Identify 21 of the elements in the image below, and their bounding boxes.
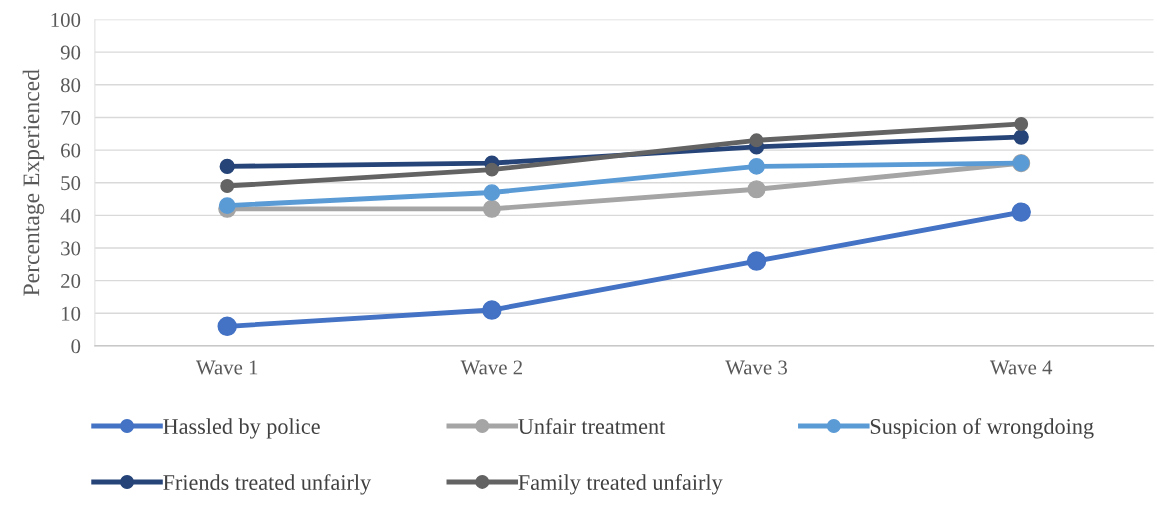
y-tick-label: 100 [51,12,81,27]
legend-label: Suspicion of wrongdoing [870,418,1094,439]
y-tick-label: 70 [61,110,81,125]
x-tick-label: Wave 1 [195,360,258,375]
legend-label: Hassled by police [163,418,320,439]
x-tick-label: Wave 4 [989,360,1053,375]
legend-label: Family treated unfairly [518,474,723,495]
y-tick-label: 80 [60,78,81,93]
legend-label: Friends treated unfairly [163,474,372,495]
y-tick-label: 10 [61,306,81,321]
y-axis-title: Percentage Experienced [22,69,45,296]
legend-label: Unfair treatment [518,418,666,435]
x-tick-label: Wave 3 [725,360,787,375]
y-tick-label: 30 [61,241,81,256]
y-tick-label: 20 [61,274,81,289]
x-tick-label: Wave 2 [460,360,522,375]
y-tick-label: 40 [60,208,81,223]
y-tick-label: 50 [61,176,81,191]
y-tick-label: 90 [60,45,81,60]
y-tick-label: 60 [61,143,81,158]
y-tick-label: 0 [71,339,81,354]
